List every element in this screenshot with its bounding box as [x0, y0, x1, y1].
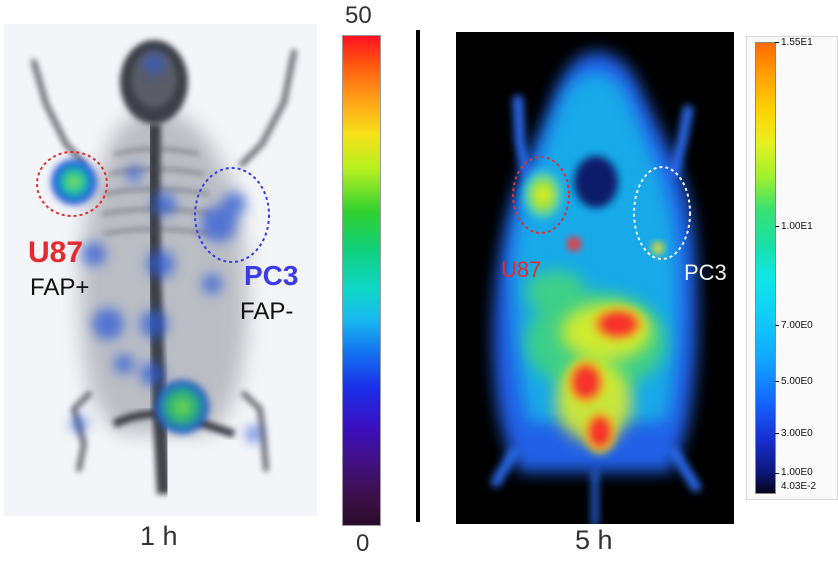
pet-mouse-image [31, 40, 297, 495]
optical-mouse-image [491, 52, 701, 524]
pet-image-panel: U87 FAP+ PC3 FAP- [4, 24, 317, 516]
time-label-5h: 5 h [575, 525, 613, 555]
pet-color-scale [342, 35, 381, 526]
radiance-color-bar [755, 42, 776, 494]
fap-positive-label: FAP+ [30, 274, 90, 301]
panel-divider [416, 30, 420, 522]
legend-tick [775, 226, 779, 227]
legend-tick [775, 42, 779, 43]
u87-optical-label: U87 [501, 257, 542, 282]
legend-label-1: 1.55E1 [781, 37, 813, 48]
fap-negative-label: FAP- [240, 298, 294, 325]
legend-tick [775, 433, 779, 434]
u87-label: U87 [28, 236, 84, 269]
legend-label-3: 7.00E0 [781, 320, 813, 331]
pc3-label: PC3 [244, 260, 299, 291]
legend-label-2: 1.00E1 [781, 221, 813, 232]
legend-tick [775, 325, 779, 326]
legend-tick [775, 473, 779, 474]
legend-label-6: 1.00E0 [781, 467, 813, 478]
legend-label-4: 5.00E0 [781, 376, 813, 387]
legend-label-5: 3.00E0 [781, 428, 813, 439]
scale-min-label: 0 [356, 530, 370, 557]
legend-tick [775, 381, 779, 382]
scale-max-label: 50 [345, 2, 372, 29]
pc3-optical-label: PC3 [684, 260, 727, 285]
time-label-1h: 1 h [140, 521, 178, 551]
legend-label-7: 4.03E-2 [781, 481, 817, 492]
optical-image-panel: U87 PC3 [456, 32, 734, 524]
